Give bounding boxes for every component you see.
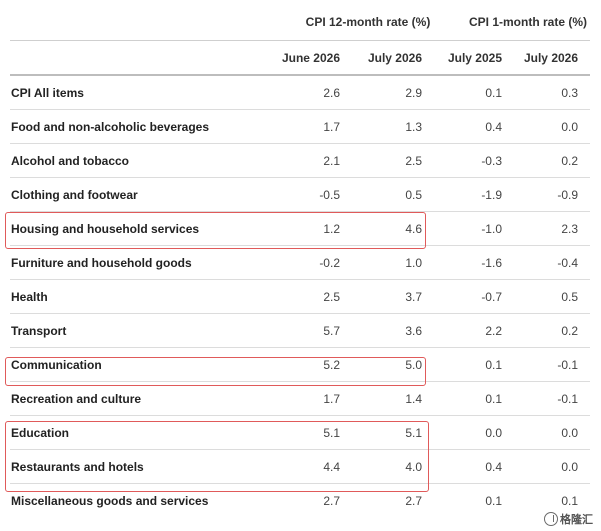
cell-value: -0.1 <box>514 381 591 416</box>
cell-value: 0.4 <box>434 109 514 144</box>
cell-value: -1.0 <box>434 211 514 246</box>
cell-value: 0.0 <box>514 109 591 144</box>
cell-value: 0.5 <box>514 279 591 314</box>
group-header-blank <box>10 4 262 41</box>
table-row: Education 5.1 5.1 0.0 0.0 <box>10 415 591 450</box>
cell-value: 0.2 <box>514 143 591 178</box>
cell-value: 4.0 <box>352 449 434 484</box>
cell-value: -0.5 <box>262 177 352 212</box>
cell-value: 0.0 <box>514 415 591 450</box>
table-row: Clothing and footwear -0.5 0.5 -1.9 -0.9 <box>10 177 591 212</box>
cell-value: -1.9 <box>434 177 514 212</box>
cell-value: 0.1 <box>561 493 579 508</box>
cell-value: -1.6 <box>434 245 514 280</box>
row-label: Transport <box>10 313 262 348</box>
cell-value: 2.7 <box>323 493 340 508</box>
group-header-12-month: CPI 12-month rate (%) <box>262 4 434 41</box>
table-row: Housing and household services 1.2 4.6 -… <box>10 211 591 246</box>
cell-value: 2.5 <box>352 143 434 178</box>
cell-value: -0.1 <box>514 347 591 382</box>
row-label: Miscellaneous goods and services <box>11 493 209 508</box>
column-header: July 2026 <box>352 40 434 76</box>
row-label: CPI All items <box>10 75 262 110</box>
cell-value: 0.1 <box>434 381 514 416</box>
cell-value: 2.3 <box>514 211 591 246</box>
row-label: Furniture and household goods <box>10 245 262 280</box>
table-row: Communication 5.2 5.0 0.1 -0.1 <box>10 347 591 382</box>
cell-value: -0.7 <box>434 279 514 314</box>
cell-value: 0.1 <box>434 347 514 382</box>
table-row: Recreation and culture 1.7 1.4 0.1 -0.1 <box>10 381 591 416</box>
cell-value: 1.4 <box>352 381 434 416</box>
cell-value: 5.2 <box>262 347 352 382</box>
cell-value: 2.5 <box>262 279 352 314</box>
table-row: Alcohol and tobacco 2.1 2.5 -0.3 0.2 <box>10 143 591 178</box>
cell-value: 5.1 <box>352 415 434 450</box>
row-label: Education <box>10 415 262 450</box>
cell-value: 2.1 <box>262 143 352 178</box>
table-row: Health 2.5 3.7 -0.7 0.5 <box>10 279 591 314</box>
cell-value: 1.0 <box>352 245 434 280</box>
table-row: Miscellaneous goods and services 2.7 2.7… <box>10 484 590 518</box>
cell-value: 5.7 <box>262 313 352 348</box>
cell-value: 0.2 <box>514 313 591 348</box>
table-row: CPI All items 2.6 2.9 0.1 0.3 <box>10 75 591 110</box>
group-header-row: CPI 12-month rate (%) CPI 1-month rate (… <box>10 4 591 41</box>
cell-value: 4.6 <box>352 211 434 246</box>
cell-value: 2.2 <box>434 313 514 348</box>
cell-value: -0.4 <box>514 245 591 280</box>
watermark: 格隆汇 <box>540 510 597 528</box>
row-label: Clothing and footwear <box>10 177 262 212</box>
cell-value: 0.0 <box>434 415 514 450</box>
cell-value: 0.0 <box>514 449 591 484</box>
cell-value: 1.7 <box>262 381 352 416</box>
cell-value: 0.4 <box>434 449 514 484</box>
row-label: Restaurants and hotels <box>10 449 262 484</box>
cell-value: 2.9 <box>352 75 434 110</box>
cell-value: -0.3 <box>434 143 514 178</box>
cell-value: 5.1 <box>262 415 352 450</box>
row-label: Recreation and culture <box>10 381 262 416</box>
table-row: Transport 5.7 3.6 2.2 0.2 <box>10 313 591 348</box>
cell-value: 3.6 <box>352 313 434 348</box>
cpi-table: CPI 12-month rate (%) CPI 1-month rate (… <box>10 4 591 518</box>
column-header-blank <box>10 40 262 76</box>
column-header: July 2026 <box>514 40 591 76</box>
cell-value: 4.4 <box>262 449 352 484</box>
column-header-row: June 2026 July 2026 July 2025 July 2026 <box>10 40 591 76</box>
cell-value: 0.1 <box>485 493 502 508</box>
cell-value: -0.2 <box>262 245 352 280</box>
table-body: CPI All items 2.6 2.9 0.1 0.3 Food and n… <box>10 75 591 518</box>
cell-value: 2.7 <box>405 493 422 508</box>
table-row: Restaurants and hotels 4.4 4.0 0.4 0.0 <box>10 449 591 484</box>
row-label: Alcohol and tobacco <box>10 143 262 178</box>
cell-value: 3.7 <box>352 279 434 314</box>
cell-value: 0.3 <box>514 75 591 110</box>
cell-value: 1.7 <box>262 109 352 144</box>
row-label: Housing and household services <box>10 211 262 246</box>
cell-value: 0.1 <box>434 75 514 110</box>
row-label: Food and non-alcoholic beverages <box>10 109 262 144</box>
group-header-1-month: CPI 1-month rate (%) <box>434 4 591 41</box>
watermark-text: 格隆汇 <box>560 514 593 526</box>
cell-value: 5.0 <box>352 347 434 382</box>
cell-value: -0.9 <box>514 177 591 212</box>
cell-value: 1.3 <box>352 109 434 144</box>
gelonghui-logo-icon <box>544 512 558 526</box>
table-row: Furniture and household goods -0.2 1.0 -… <box>10 245 591 280</box>
cell-value: 1.2 <box>262 211 352 246</box>
cell-value: 2.6 <box>262 75 352 110</box>
cell-value: 0.5 <box>352 177 434 212</box>
row-label: Health <box>10 279 262 314</box>
column-header: June 2026 <box>262 40 352 76</box>
row-label: Communication <box>10 347 262 382</box>
column-header: July 2025 <box>434 40 514 76</box>
table-row: Food and non-alcoholic beverages 1.7 1.3… <box>10 109 591 144</box>
